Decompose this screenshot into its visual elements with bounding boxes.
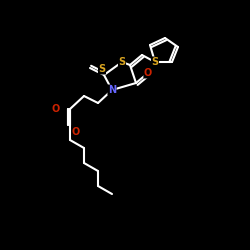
Text: O: O	[72, 127, 80, 137]
Text: S: S	[98, 64, 105, 74]
Text: N: N	[108, 85, 116, 95]
Text: O: O	[144, 68, 152, 78]
Text: S: S	[118, 57, 126, 67]
Text: S: S	[152, 57, 158, 67]
Text: O: O	[52, 104, 60, 114]
